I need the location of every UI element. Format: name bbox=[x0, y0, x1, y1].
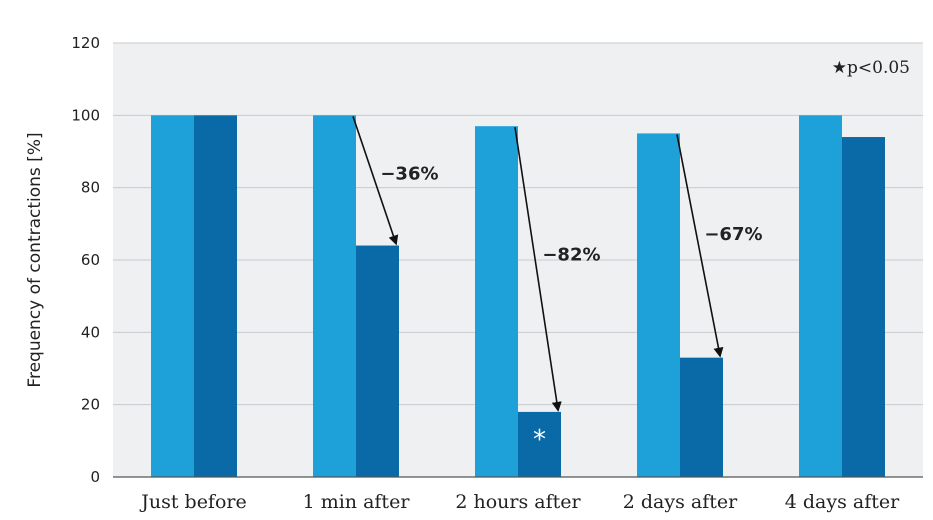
change-annotation: −82% bbox=[542, 244, 600, 265]
bar bbox=[842, 137, 885, 478]
x-tick-label: 2 days after bbox=[623, 491, 738, 513]
x-tick-label: 1 min after bbox=[303, 491, 411, 513]
y-tick-label: 60 bbox=[81, 251, 100, 269]
bar bbox=[151, 115, 194, 477]
y-tick-label: 40 bbox=[81, 323, 100, 341]
y-tick-label: 100 bbox=[71, 106, 100, 124]
change-annotation: −67% bbox=[704, 224, 762, 245]
y-tick-label: 120 bbox=[71, 34, 100, 52]
y-axis-label: Frequency of contractions [%] bbox=[25, 132, 45, 387]
bar bbox=[313, 115, 356, 477]
bar bbox=[194, 115, 237, 477]
bar bbox=[356, 245, 399, 477]
change-annotation: −36% bbox=[380, 164, 438, 185]
y-tick-label: 20 bbox=[81, 396, 100, 414]
x-tick-label: 2 hours after bbox=[455, 491, 581, 513]
x-tick-label: Just before bbox=[139, 491, 246, 513]
bar bbox=[518, 411, 561, 477]
change-arrow bbox=[676, 134, 724, 358]
significance-legend: ★p<0.05 bbox=[832, 58, 910, 78]
change-arrow bbox=[352, 116, 399, 246]
bar bbox=[637, 133, 680, 477]
y-tick-label: 0 bbox=[90, 468, 100, 486]
bar bbox=[680, 357, 723, 477]
change-arrow bbox=[514, 127, 562, 412]
bar bbox=[475, 126, 518, 477]
x-tick-label: 4 days after bbox=[785, 491, 900, 513]
significance-star: * bbox=[533, 425, 546, 455]
y-tick-label: 80 bbox=[81, 179, 100, 197]
bar bbox=[799, 115, 842, 477]
